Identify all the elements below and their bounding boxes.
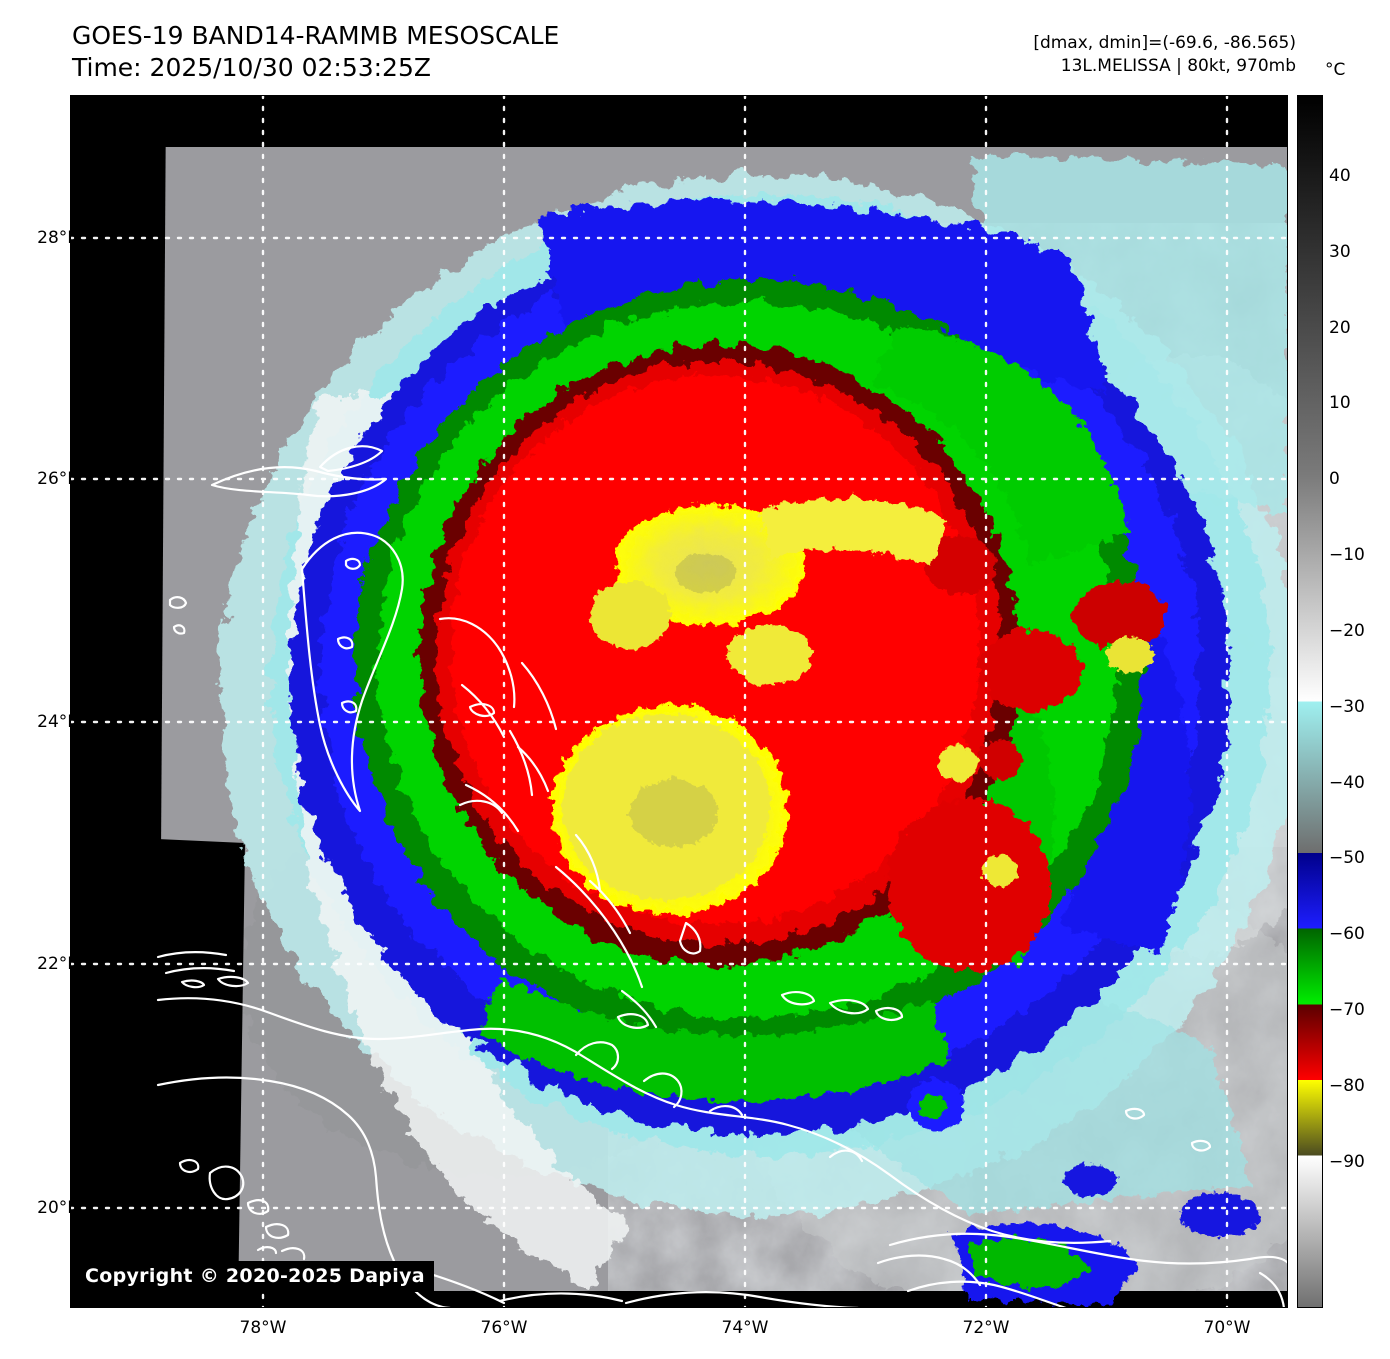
satellite-raster xyxy=(70,95,1288,1308)
colorbar-tick-40: 40 xyxy=(1329,166,1351,186)
no-data-mask xyxy=(70,95,1288,1308)
dmax-dmin-label: [dmax, dmin]=(-69.6, -86.565) xyxy=(1033,33,1296,53)
lon-tick-70w: 70°W xyxy=(1203,1318,1251,1338)
colorbar-tick-m10: −10 xyxy=(1329,545,1365,565)
colorbar-tick-m50: −50 xyxy=(1329,848,1365,868)
copyright-watermark: Copyright © 2020-2025 Dapiya xyxy=(76,1261,434,1292)
lat-tick-22n: 22°N xyxy=(37,954,80,974)
lat-tick-26n: 26°N xyxy=(37,469,80,489)
colorbar-tick-20: 20 xyxy=(1329,318,1351,338)
colorbar-tick-m70: −70 xyxy=(1329,1000,1365,1020)
timestamp-label: Time: 2025/10/30 02:53:25Z xyxy=(72,53,431,82)
lon-tick-72w: 72°W xyxy=(962,1318,1010,1338)
title-block: GOES-19 BAND14-RAMMB MESOSCALE Time: 202… xyxy=(72,20,559,84)
warm-spot-overlay xyxy=(630,553,736,847)
colorbar-tick-m90: −90 xyxy=(1329,1152,1365,1172)
colorbar-tick-m30: −30 xyxy=(1329,697,1365,717)
page-title: GOES-19 BAND14-RAMMB MESOSCALE xyxy=(72,21,560,50)
colorbar-tick-m60: −60 xyxy=(1329,924,1365,944)
lat-tick-28n: 28°N xyxy=(37,228,80,248)
lat-tick-24n: 24°N xyxy=(37,712,80,732)
lon-tick-76w: 76°W xyxy=(480,1318,528,1338)
graticule xyxy=(70,95,1288,1308)
colorbar-tick-m80: −80 xyxy=(1329,1076,1365,1096)
metadata-block: [dmax, dmin]=(-69.6, -86.565) 13L.MELISS… xyxy=(1033,32,1296,78)
colorbar-tick-0: 0 xyxy=(1329,469,1340,489)
colorbar-gradient xyxy=(1297,95,1323,1308)
lat-tick-20n: 20°N xyxy=(37,1198,80,1218)
colorbar-unit-label: °C xyxy=(1325,60,1346,80)
satellite-image-plot[interactable]: Copyright © 2020-2025 Dapiya xyxy=(70,95,1288,1308)
colorbar-tick-30: 30 xyxy=(1329,242,1351,262)
colorbar-tick-m40: −40 xyxy=(1329,773,1365,793)
colorbar-tick-10: 10 xyxy=(1329,393,1351,413)
lon-tick-74w: 74°W xyxy=(721,1318,769,1338)
colorbar-tick-m20: −20 xyxy=(1329,621,1365,641)
storm-info-label: 13L.MELISSA | 80kt, 970mb xyxy=(1060,56,1296,76)
colorbar[interactable] xyxy=(1297,95,1323,1308)
lon-tick-78w: 78°W xyxy=(239,1318,287,1338)
